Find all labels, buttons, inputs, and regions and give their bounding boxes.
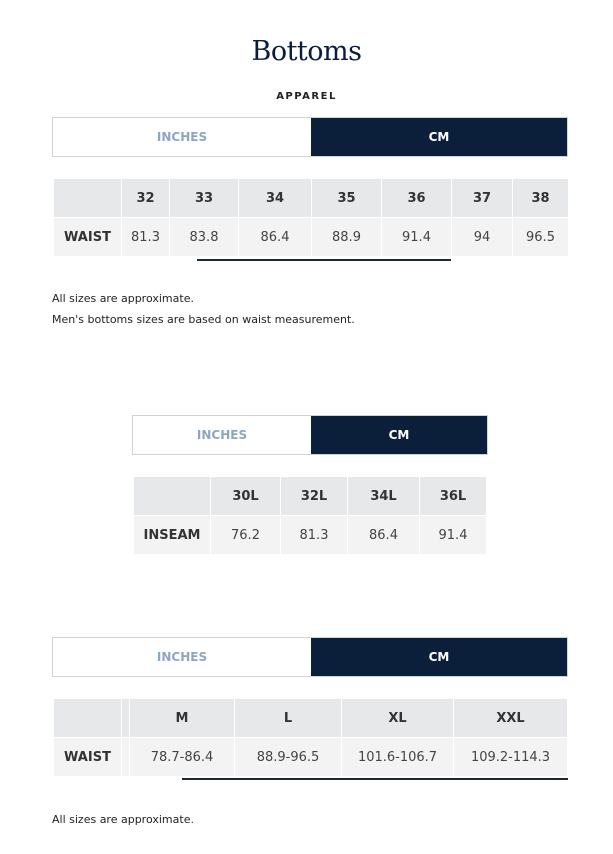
measurement-cell: 88.9-96.5 xyxy=(235,738,341,776)
measurement-cell: 101.6-106.7 xyxy=(342,738,453,776)
footer-note: All sizes are approximate. xyxy=(52,813,194,826)
size-header: 32 xyxy=(122,179,169,217)
size-header: 30L xyxy=(211,477,280,515)
measurement-cell: 109.2-114.3 xyxy=(454,738,567,776)
inches-tab[interactable]: INCHES xyxy=(133,416,311,454)
measurement-cell: 83.8 xyxy=(170,218,238,256)
measurement-cell: 86.4 xyxy=(348,516,419,554)
measurement-cell: 91.4 xyxy=(382,218,451,256)
size-header: 35 xyxy=(312,179,381,217)
spacer-cell xyxy=(122,738,129,776)
size-header: 32L xyxy=(281,477,347,515)
cm-tab[interactable]: CM xyxy=(311,416,487,454)
horizontal-scrollbar[interactable] xyxy=(197,259,451,261)
size-header: 38 xyxy=(513,179,568,217)
size-header: 36L xyxy=(420,477,486,515)
row-label: WAIST xyxy=(54,218,121,256)
header-corner-cell xyxy=(54,179,121,217)
unit-toggle-3: INCHES CM xyxy=(52,637,568,677)
size-header: XL xyxy=(342,699,453,737)
cm-tab[interactable]: CM xyxy=(311,638,567,676)
size-header: 34 xyxy=(239,179,311,217)
measurement-cell: 94 xyxy=(452,218,512,256)
measurement-cell: 81.3 xyxy=(281,516,347,554)
note-approximate: All sizes are approximate. xyxy=(52,292,194,305)
spacer-cell xyxy=(122,699,129,737)
header-corner-cell xyxy=(134,477,210,515)
inches-tab[interactable]: INCHES xyxy=(53,638,311,676)
measurement-cell: 96.5 xyxy=(513,218,568,256)
size-header: L xyxy=(235,699,341,737)
measurement-cell: 88.9 xyxy=(312,218,381,256)
row-label: INSEAM xyxy=(134,516,210,554)
measurement-cell: 91.4 xyxy=(420,516,486,554)
size-header: 33 xyxy=(170,179,238,217)
row-label: WAIST xyxy=(54,738,121,776)
measurement-cell: 78.7-86.4 xyxy=(130,738,234,776)
size-header: 37 xyxy=(452,179,512,217)
size-header: M xyxy=(130,699,234,737)
cm-tab[interactable]: CM xyxy=(311,118,567,156)
size-header: 34L xyxy=(348,477,419,515)
size-header: XXL xyxy=(454,699,567,737)
page-title: Bottoms xyxy=(251,36,362,67)
inches-tab[interactable]: INCHES xyxy=(53,118,311,156)
measurement-cell: 81.3 xyxy=(122,218,169,256)
size-header: 36 xyxy=(382,179,451,217)
header-corner-cell xyxy=(54,699,121,737)
measurement-cell: 76.2 xyxy=(211,516,280,554)
horizontal-scrollbar[interactable] xyxy=(182,778,568,780)
note-waist-basis: Men's bottoms sizes are based on waist m… xyxy=(52,313,355,326)
page-subtitle: APPAREL xyxy=(276,91,337,102)
unit-toggle-2: INCHES CM xyxy=(132,415,488,455)
unit-toggle-1: INCHES CM xyxy=(52,117,568,157)
measurement-cell: 86.4 xyxy=(239,218,311,256)
